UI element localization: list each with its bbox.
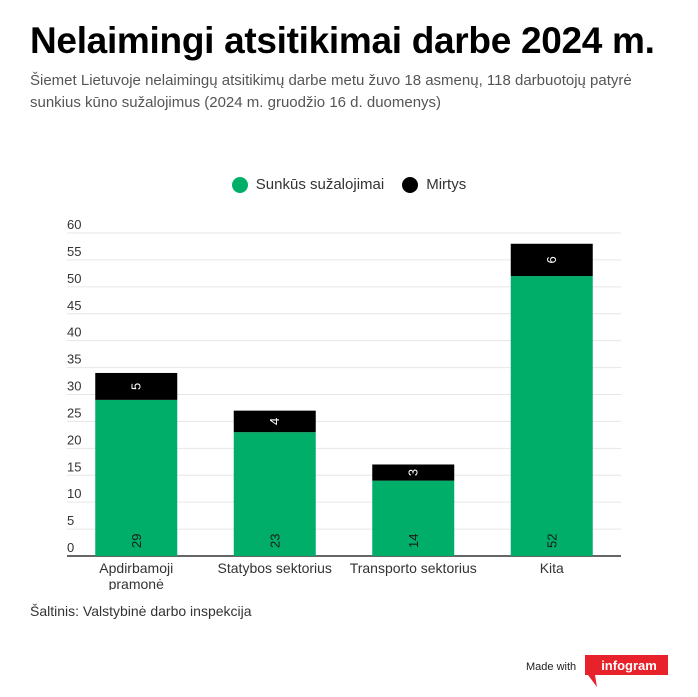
bar-chart: 0 5 10 15 20 25 30 35 40 45 50 55 60 29 5 Apdirbamojipr… bbox=[67, 217, 621, 590]
x-tick-label: Apdirbamoji bbox=[99, 560, 173, 576]
x-tick-label: Transporto sektorius bbox=[350, 560, 477, 576]
legend-swatch-deaths bbox=[402, 176, 419, 193]
y-tick-label: 25 bbox=[67, 405, 81, 420]
y-tick-label: 55 bbox=[67, 244, 81, 259]
bar-deaths bbox=[372, 464, 455, 481]
y-tick-label: 15 bbox=[67, 459, 81, 474]
source-note: Šaltinis: Valstybinė darbo inspekcija bbox=[30, 603, 252, 619]
data-label-injuries: 52 bbox=[544, 534, 559, 548]
bar-injuries bbox=[372, 480, 455, 556]
y-tick-label: 20 bbox=[67, 432, 81, 447]
data-label-deaths: 5 bbox=[129, 383, 144, 390]
y-tick-label: 50 bbox=[67, 271, 81, 286]
y-tick-label: 10 bbox=[67, 486, 81, 501]
data-label-injuries: 29 bbox=[129, 534, 144, 548]
x-tick-label: Kita bbox=[540, 560, 564, 576]
data-label-deaths: 4 bbox=[267, 418, 282, 425]
bar-deaths bbox=[510, 243, 593, 277]
legend-item-injuries[interactable]: Sunkūs sužalojimai bbox=[231, 176, 385, 193]
chart-title: Nelaimingi atsitikimai darbe 2024 m. bbox=[30, 20, 655, 61]
bar-deaths bbox=[95, 372, 178, 400]
x-tick-label: pramonė bbox=[109, 576, 164, 590]
x-tick-label: Statybos sektorius bbox=[218, 560, 332, 576]
y-tick-label: 40 bbox=[67, 325, 81, 340]
y-tick-label: 35 bbox=[67, 352, 81, 367]
data-label-injuries: 14 bbox=[406, 534, 421, 548]
bar-injuries bbox=[95, 399, 178, 556]
infogram-logo[interactable]: infogram bbox=[585, 655, 668, 687]
y-tick-label: 0 bbox=[67, 540, 74, 555]
y-tick-label: 5 bbox=[67, 513, 74, 528]
bar-injuries bbox=[510, 276, 593, 556]
data-label-injuries: 23 bbox=[267, 534, 282, 548]
data-label-deaths: 3 bbox=[406, 469, 421, 476]
infogram-logo-text: infogram bbox=[601, 658, 657, 673]
y-tick-label: 30 bbox=[67, 379, 81, 394]
legend-swatch-injuries bbox=[231, 176, 248, 193]
made-with-label: Made with bbox=[526, 661, 577, 673]
legend: Sunkūs sužalojimai Mirtys bbox=[0, 176, 698, 193]
y-tick-label: 60 bbox=[67, 217, 81, 232]
y-tick-label: 45 bbox=[67, 298, 81, 313]
bar-injuries bbox=[233, 432, 316, 556]
legend-item-deaths[interactable]: Mirtys bbox=[402, 176, 466, 193]
data-label-deaths: 6 bbox=[544, 256, 559, 263]
bar-deaths bbox=[233, 410, 316, 433]
chart-subtitle: Šiemet Lietuvoje nelaimingų atsitikimų d… bbox=[30, 72, 632, 111]
legend-label-deaths: Mirtys bbox=[426, 176, 467, 193]
legend-label-injuries: Sunkūs sužalojimai bbox=[255, 176, 385, 193]
